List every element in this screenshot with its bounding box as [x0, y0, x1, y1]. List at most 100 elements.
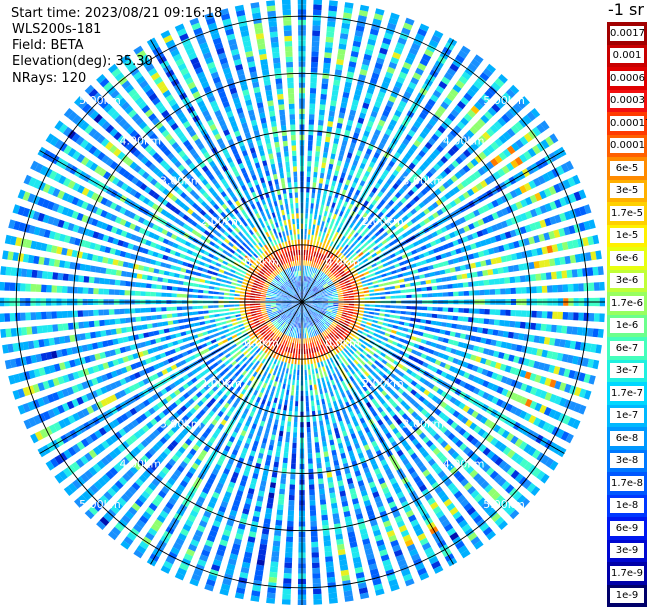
range-gate-cell [310, 321, 313, 326]
range-gate-cell [392, 414, 399, 422]
range-gate-cell [360, 367, 366, 373]
range-gate-cell [374, 367, 381, 373]
range-gate-cell [349, 109, 357, 116]
range-gate-cell [402, 170, 409, 178]
range-gate-cell [323, 62, 331, 69]
range-gate-cell [129, 407, 138, 416]
range-gate-cell [17, 404, 26, 415]
range-gate-cell [406, 386, 413, 393]
range-gate-cell [431, 366, 438, 373]
range-gate-cell [400, 266, 407, 272]
range-gate-cell [192, 505, 201, 513]
range-gate-cell [307, 145, 313, 151]
range-gate-cell [166, 405, 174, 413]
range-gate-cell [211, 468, 219, 476]
range-gate-cell [341, 362, 346, 369]
range-gate-cell [431, 231, 438, 238]
range-gate-cell [204, 539, 214, 548]
range-gate-cell [431, 201, 439, 209]
range-gate-cell [151, 478, 160, 487]
range-gate-cell [327, 265, 333, 270]
range-gate-cell [336, 371, 341, 377]
range-gate-cell [528, 261, 535, 270]
range-gate-cell [374, 360, 380, 366]
range-gate-cell [221, 321, 227, 325]
range-gate-cell [325, 313, 331, 317]
range-gate-cell [404, 404, 411, 411]
range-gate-cell [216, 482, 224, 490]
range-gate-cell [287, 416, 292, 422]
range-gate-cell [273, 312, 279, 316]
range-gate-cell [276, 514, 283, 521]
range-gate-cell [461, 71, 471, 81]
range-gate-cell [47, 409, 56, 419]
range-gate-cell [345, 282, 351, 286]
range-gate-cell [582, 327, 589, 337]
range-gate-cell [363, 310, 370, 314]
range-gate-cell [393, 204, 400, 211]
range-gate-cell [340, 27, 350, 35]
range-gate-cell [305, 317, 307, 323]
range-gate-cell [421, 450, 430, 458]
range-gate-cell [348, 536, 357, 543]
range-gate-cell [260, 442, 267, 449]
range-gate-cell [312, 416, 317, 422]
range-gate-cell [384, 243, 391, 250]
range-gate-cell [133, 382, 141, 390]
range-gate-cell [283, 362, 287, 368]
range-gate-cell [291, 358, 294, 365]
range-gate-cell [170, 334, 177, 339]
range-gate-cell [67, 373, 75, 382]
range-gate-cell [319, 388, 323, 395]
range-gate-cell [326, 471, 333, 478]
range-gate-cell [272, 320, 277, 324]
range-gate-cell [373, 583, 384, 591]
range-gate-cell [493, 319, 500, 326]
range-gate-cell [333, 459, 340, 466]
range-gate-cell [324, 354, 329, 360]
range-gate-cell [380, 482, 388, 490]
range-gate-cell [378, 317, 384, 321]
range-gate-cell [398, 379, 405, 386]
range-gate-cell [267, 362, 272, 368]
range-gate-cell [314, 311, 319, 316]
range-gate-cell [123, 387, 131, 395]
range-gate-cell [343, 212, 349, 219]
range-gate-cell [482, 391, 490, 400]
range-gate-cell [446, 527, 457, 537]
range-gate-cell [309, 290, 314, 295]
range-gate-cell [203, 368, 210, 374]
range-gate-cell [334, 327, 339, 333]
range-gate-cell [249, 450, 256, 457]
range-gate-cell [419, 131, 428, 139]
range-gate-cell [336, 538, 344, 545]
range-gate-cell [436, 159, 445, 168]
range-gate-cell [355, 25, 365, 32]
range-gate-cell [337, 311, 343, 314]
range-gate-cell [356, 122, 363, 129]
range-gate-cell [366, 166, 373, 173]
range-gate-cell [133, 523, 143, 533]
range-gate-cell [444, 268, 451, 274]
range-gate-cell [469, 422, 478, 431]
range-gate-cell [312, 224, 316, 230]
range-gate-cell [309, 114, 315, 120]
range-gate-cell [536, 470, 546, 481]
range-gate-cell [341, 356, 346, 362]
range-gate-cell [156, 425, 164, 434]
range-gate-cell [340, 495, 348, 502]
range-gate-cell [308, 458, 313, 464]
range-gate-cell [497, 117, 507, 127]
range-gate-cell [549, 201, 557, 211]
range-gate-cell [515, 214, 523, 223]
range-gate-cell [360, 238, 366, 244]
range-gate-cell [276, 371, 281, 377]
range-gate-cell [312, 583, 322, 590]
range-gate-cell [314, 330, 318, 336]
range-gate-cell [454, 332, 461, 338]
range-gate-cell [331, 180, 337, 187]
range-gate-cell [304, 292, 307, 298]
range-gate-cell [522, 479, 532, 490]
range-gate-cell [490, 141, 500, 151]
range-gate-cell [339, 564, 349, 571]
